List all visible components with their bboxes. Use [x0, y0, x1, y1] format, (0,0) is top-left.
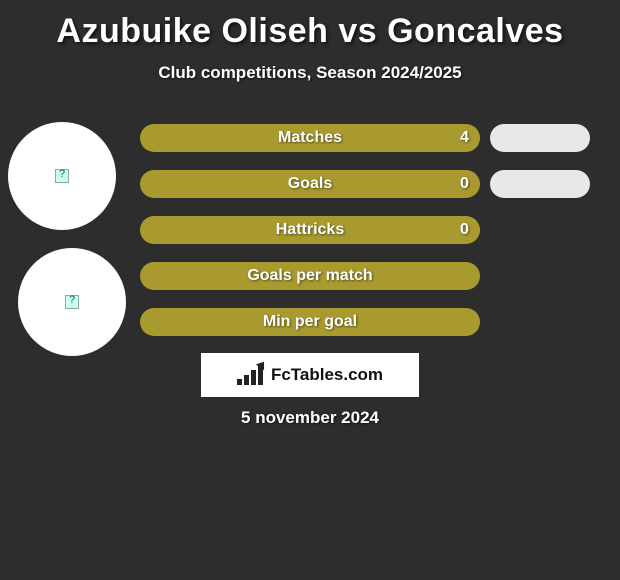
page-title: Azubuike Oliseh vs Goncalves — [0, 0, 620, 51]
stat-row: Goals per match — [140, 262, 600, 290]
footer-date: 5 november 2024 — [0, 408, 620, 428]
avatar-player2 — [18, 248, 126, 356]
stat-value-player1: 0 — [460, 170, 469, 198]
page-subtitle: Club competitions, Season 2024/2025 — [0, 63, 620, 83]
stat-value-player1: 0 — [460, 216, 469, 244]
stat-row: Min per goal — [140, 308, 600, 336]
stat-row: Hattricks0 — [140, 216, 600, 244]
player1-bar — [140, 170, 480, 198]
stat-value-player1: 4 — [460, 124, 469, 152]
stat-row: Matches4 — [140, 124, 600, 152]
avatar-stack — [8, 122, 126, 356]
stats-bars: Matches4 Goals0 Hattricks0 Goals per match M… — [140, 124, 600, 354]
player2-bar — [490, 124, 590, 152]
player2-bar — [490, 170, 590, 198]
branding-box: FcTables.com — [201, 353, 419, 397]
placeholder-image-icon — [65, 295, 79, 309]
stat-row: Goals0 — [140, 170, 600, 198]
avatar-player1 — [8, 122, 116, 230]
bar-chart-icon — [237, 365, 265, 385]
player1-bar — [140, 216, 480, 244]
branding-text: FcTables.com — [271, 365, 383, 385]
player1-bar — [140, 308, 480, 336]
placeholder-image-icon — [55, 169, 69, 183]
player1-bar — [140, 262, 480, 290]
player1-bar — [140, 124, 480, 152]
